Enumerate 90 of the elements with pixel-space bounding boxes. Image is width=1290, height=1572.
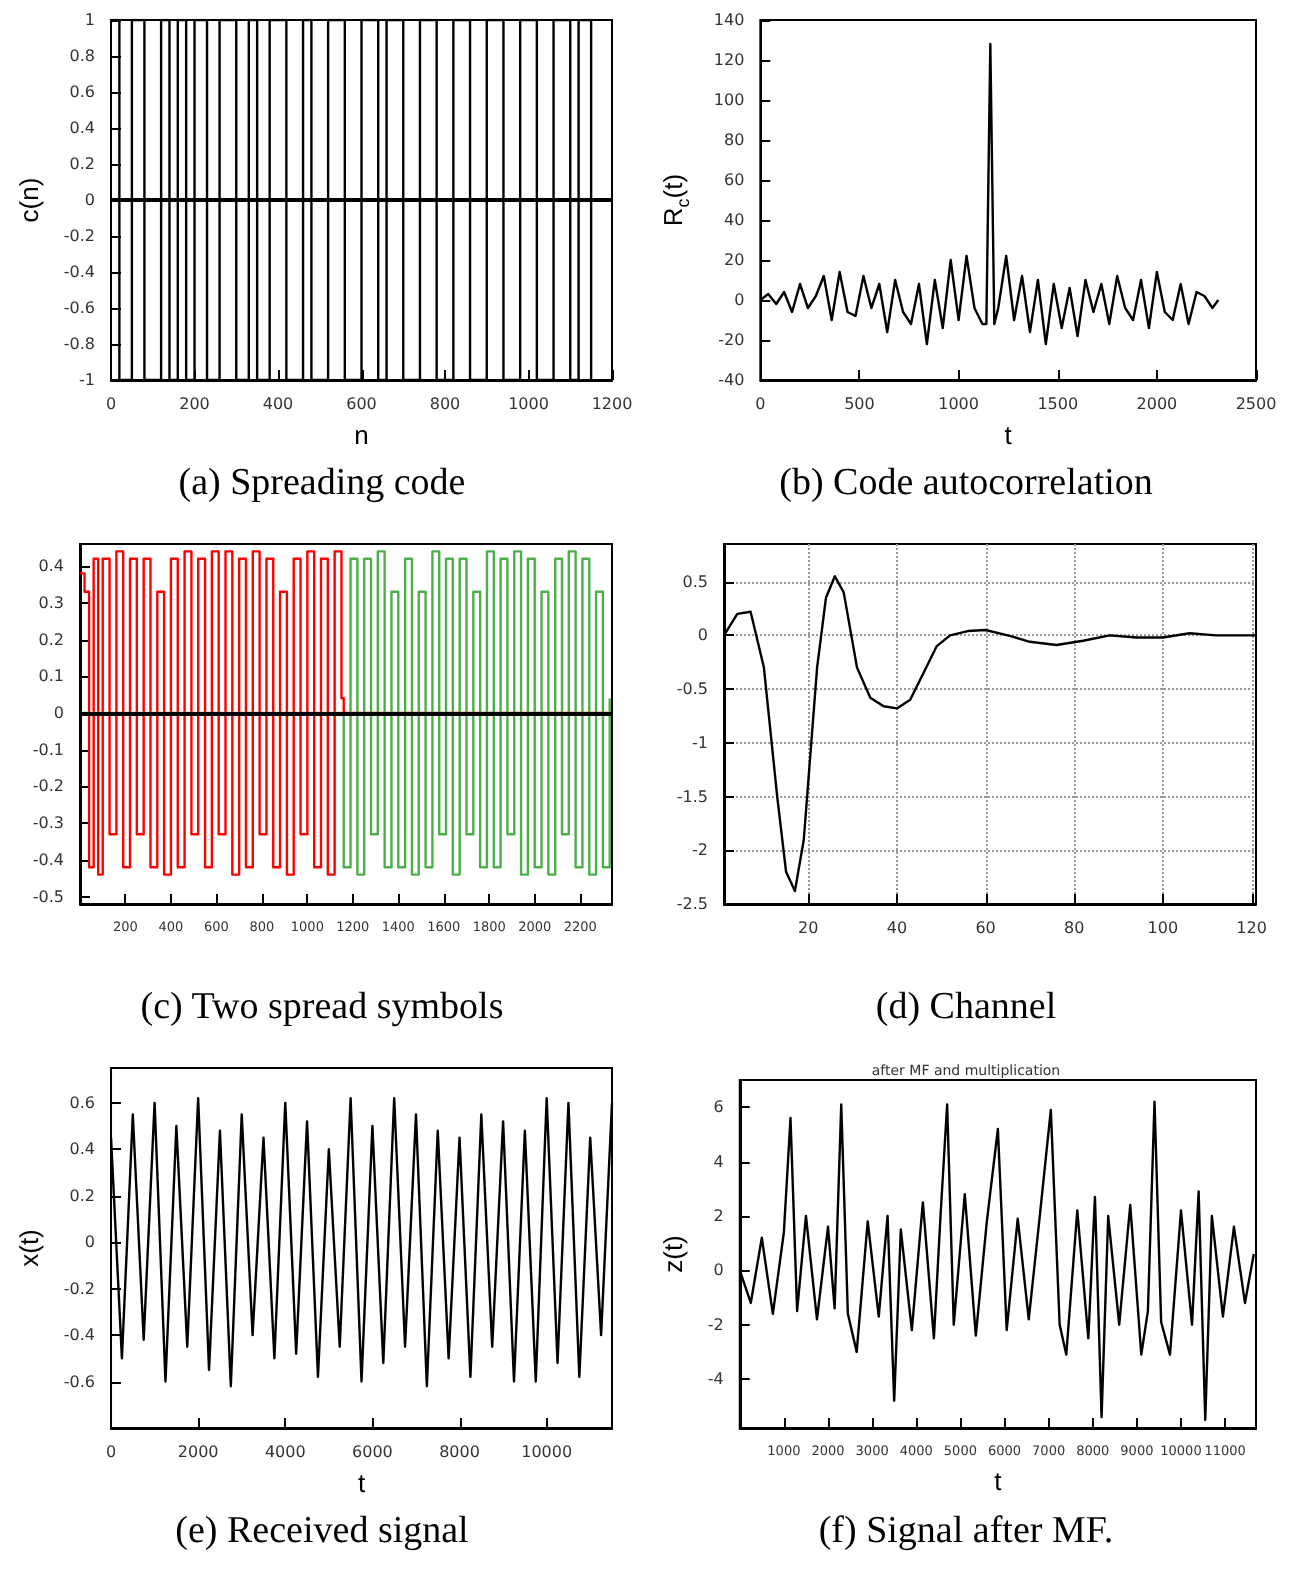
y-tick-label: -0.6 — [63, 1372, 96, 1391]
y-tick-label: -0.4 — [63, 263, 96, 281]
y-tick-label: 0 — [84, 191, 96, 209]
x-tick-label: 400 — [262, 395, 294, 413]
y-tick-label: 0.2 — [38, 630, 64, 649]
x-tick-label: 40 — [886, 919, 908, 937]
x-tick-label: 20 — [798, 919, 819, 937]
y-tick-label: -0.4 — [63, 1326, 96, 1345]
y-tick-label: 80 — [723, 131, 745, 149]
y-tick-label: -4 — [707, 1370, 724, 1389]
x-tick-label: 80 — [1064, 919, 1085, 937]
x-tick-label: 0 — [105, 395, 117, 413]
x-tick-label: 500 — [844, 395, 875, 413]
x-tick-label: 800 — [429, 395, 461, 413]
y-tick-label: -1 — [692, 733, 708, 752]
y-tick-label: -2 — [707, 1315, 724, 1334]
x-axis-title: n — [354, 419, 369, 450]
y-tick-label: 2 — [713, 1206, 724, 1225]
y-tick-label: -0.4 — [32, 850, 64, 869]
text: (d) Channel — [875, 986, 1057, 1028]
y-tick-label: -0.5 — [676, 680, 708, 699]
x-tick-label: 60 — [975, 919, 996, 937]
y-tick-label: 140 — [713, 11, 745, 29]
y-tick-label: -20 — [718, 331, 745, 349]
x-tick-label: 120 — [1236, 919, 1267, 937]
y-tick-label: -0.2 — [63, 1279, 96, 1298]
y-tick-label: -40 — [718, 371, 745, 389]
y-tick-label: -0.1 — [32, 740, 64, 759]
x-tick-label: 1000 — [938, 395, 979, 413]
x-tick-label: 2500 — [1235, 395, 1277, 413]
y-tick-label: 0.8 — [69, 47, 96, 65]
y-tick-label: -2 — [692, 841, 708, 860]
y-tick-label: 20 — [723, 251, 745, 269]
y-axis-title: x(t) — [14, 1229, 44, 1267]
x-tick-label: 1200 — [591, 395, 633, 413]
y-tick-label: -1.5 — [676, 787, 708, 806]
y-tick-label: 100 — [713, 91, 745, 109]
y-tick-label: 0.6 — [69, 83, 96, 101]
text: (e) Received signal — [175, 1510, 469, 1552]
y-tick-label: 0 — [53, 703, 64, 722]
y-tick-label: -1 — [79, 371, 96, 389]
y-tick-label: -0.6 — [63, 299, 96, 317]
text: (a) Spreading code — [178, 462, 466, 504]
y-tick-label: -0.2 — [63, 227, 96, 245]
y-tick-label: 1 — [84, 11, 96, 29]
y-tick-label: -0.5 — [32, 887, 64, 906]
y-tick-label: 0.4 — [69, 119, 96, 137]
y-tick-label: 0 — [84, 1233, 96, 1252]
y-tick-label: -0.3 — [32, 814, 64, 833]
x-tick-label: 0 — [755, 395, 766, 413]
x-tick-label: 600 — [346, 395, 377, 413]
y-tick-label: 4 — [713, 1152, 724, 1171]
x-tick-label: 2000 — [1136, 395, 1178, 413]
x-tick-label: 1000 — [508, 395, 549, 413]
y-tick-label: 0.1 — [38, 667, 64, 686]
y-axis-title: c(n) — [14, 177, 44, 223]
y-tick-label: 120 — [713, 51, 745, 69]
y-tick-label: 0 — [713, 1261, 724, 1280]
text: (c) Two spread symbols — [140, 986, 504, 1028]
y-tick-label: -0.2 — [32, 777, 64, 796]
x-axis-title: t — [1004, 419, 1013, 450]
y-tick-label: 0.3 — [38, 593, 64, 612]
y-tick-label: 40 — [723, 211, 745, 229]
y-tick-label: 0.4 — [38, 557, 64, 576]
y-tick-label: 0.4 — [69, 1140, 96, 1159]
x-tick-label: 10000 — [521, 1443, 573, 1461]
x-tick-label: 6000 — [352, 1443, 393, 1461]
y-axis-title: Rc(t) — [658, 173, 693, 227]
y-tick-label: 6 — [713, 1098, 724, 1117]
x-tick-label: 8000 — [439, 1443, 480, 1461]
y-tick-label: 0.2 — [69, 1186, 96, 1205]
x-tick-label: 4000 — [264, 1443, 306, 1461]
y-tick-label: 0 — [734, 291, 745, 309]
y-tick-label: 60 — [723, 171, 745, 189]
x-tick-label: 0 — [105, 1443, 117, 1461]
text: (f) Signal after MF. — [818, 1510, 1114, 1552]
text: (b) Code autocorrelation — [779, 462, 1154, 504]
y-tick-label: 0.5 — [682, 572, 708, 591]
x-tick-label: 200 — [179, 395, 210, 413]
y-tick-label: 0.6 — [69, 1093, 96, 1112]
x-axis-title: t — [994, 1465, 1003, 1496]
x-tick-label: 2000 — [177, 1443, 219, 1461]
y-tick-label: 0.2 — [69, 155, 96, 173]
y-axis-title: z(t) — [658, 1235, 688, 1273]
x-axis-title: t — [357, 1467, 366, 1498]
x-tick-label: 100 — [1147, 919, 1179, 937]
y-tick-label: -0.8 — [63, 335, 96, 353]
y-tick-label: 0 — [697, 626, 708, 645]
y-tick-label: -2.5 — [676, 895, 708, 913]
x-tick-label: 1500 — [1037, 395, 1079, 413]
